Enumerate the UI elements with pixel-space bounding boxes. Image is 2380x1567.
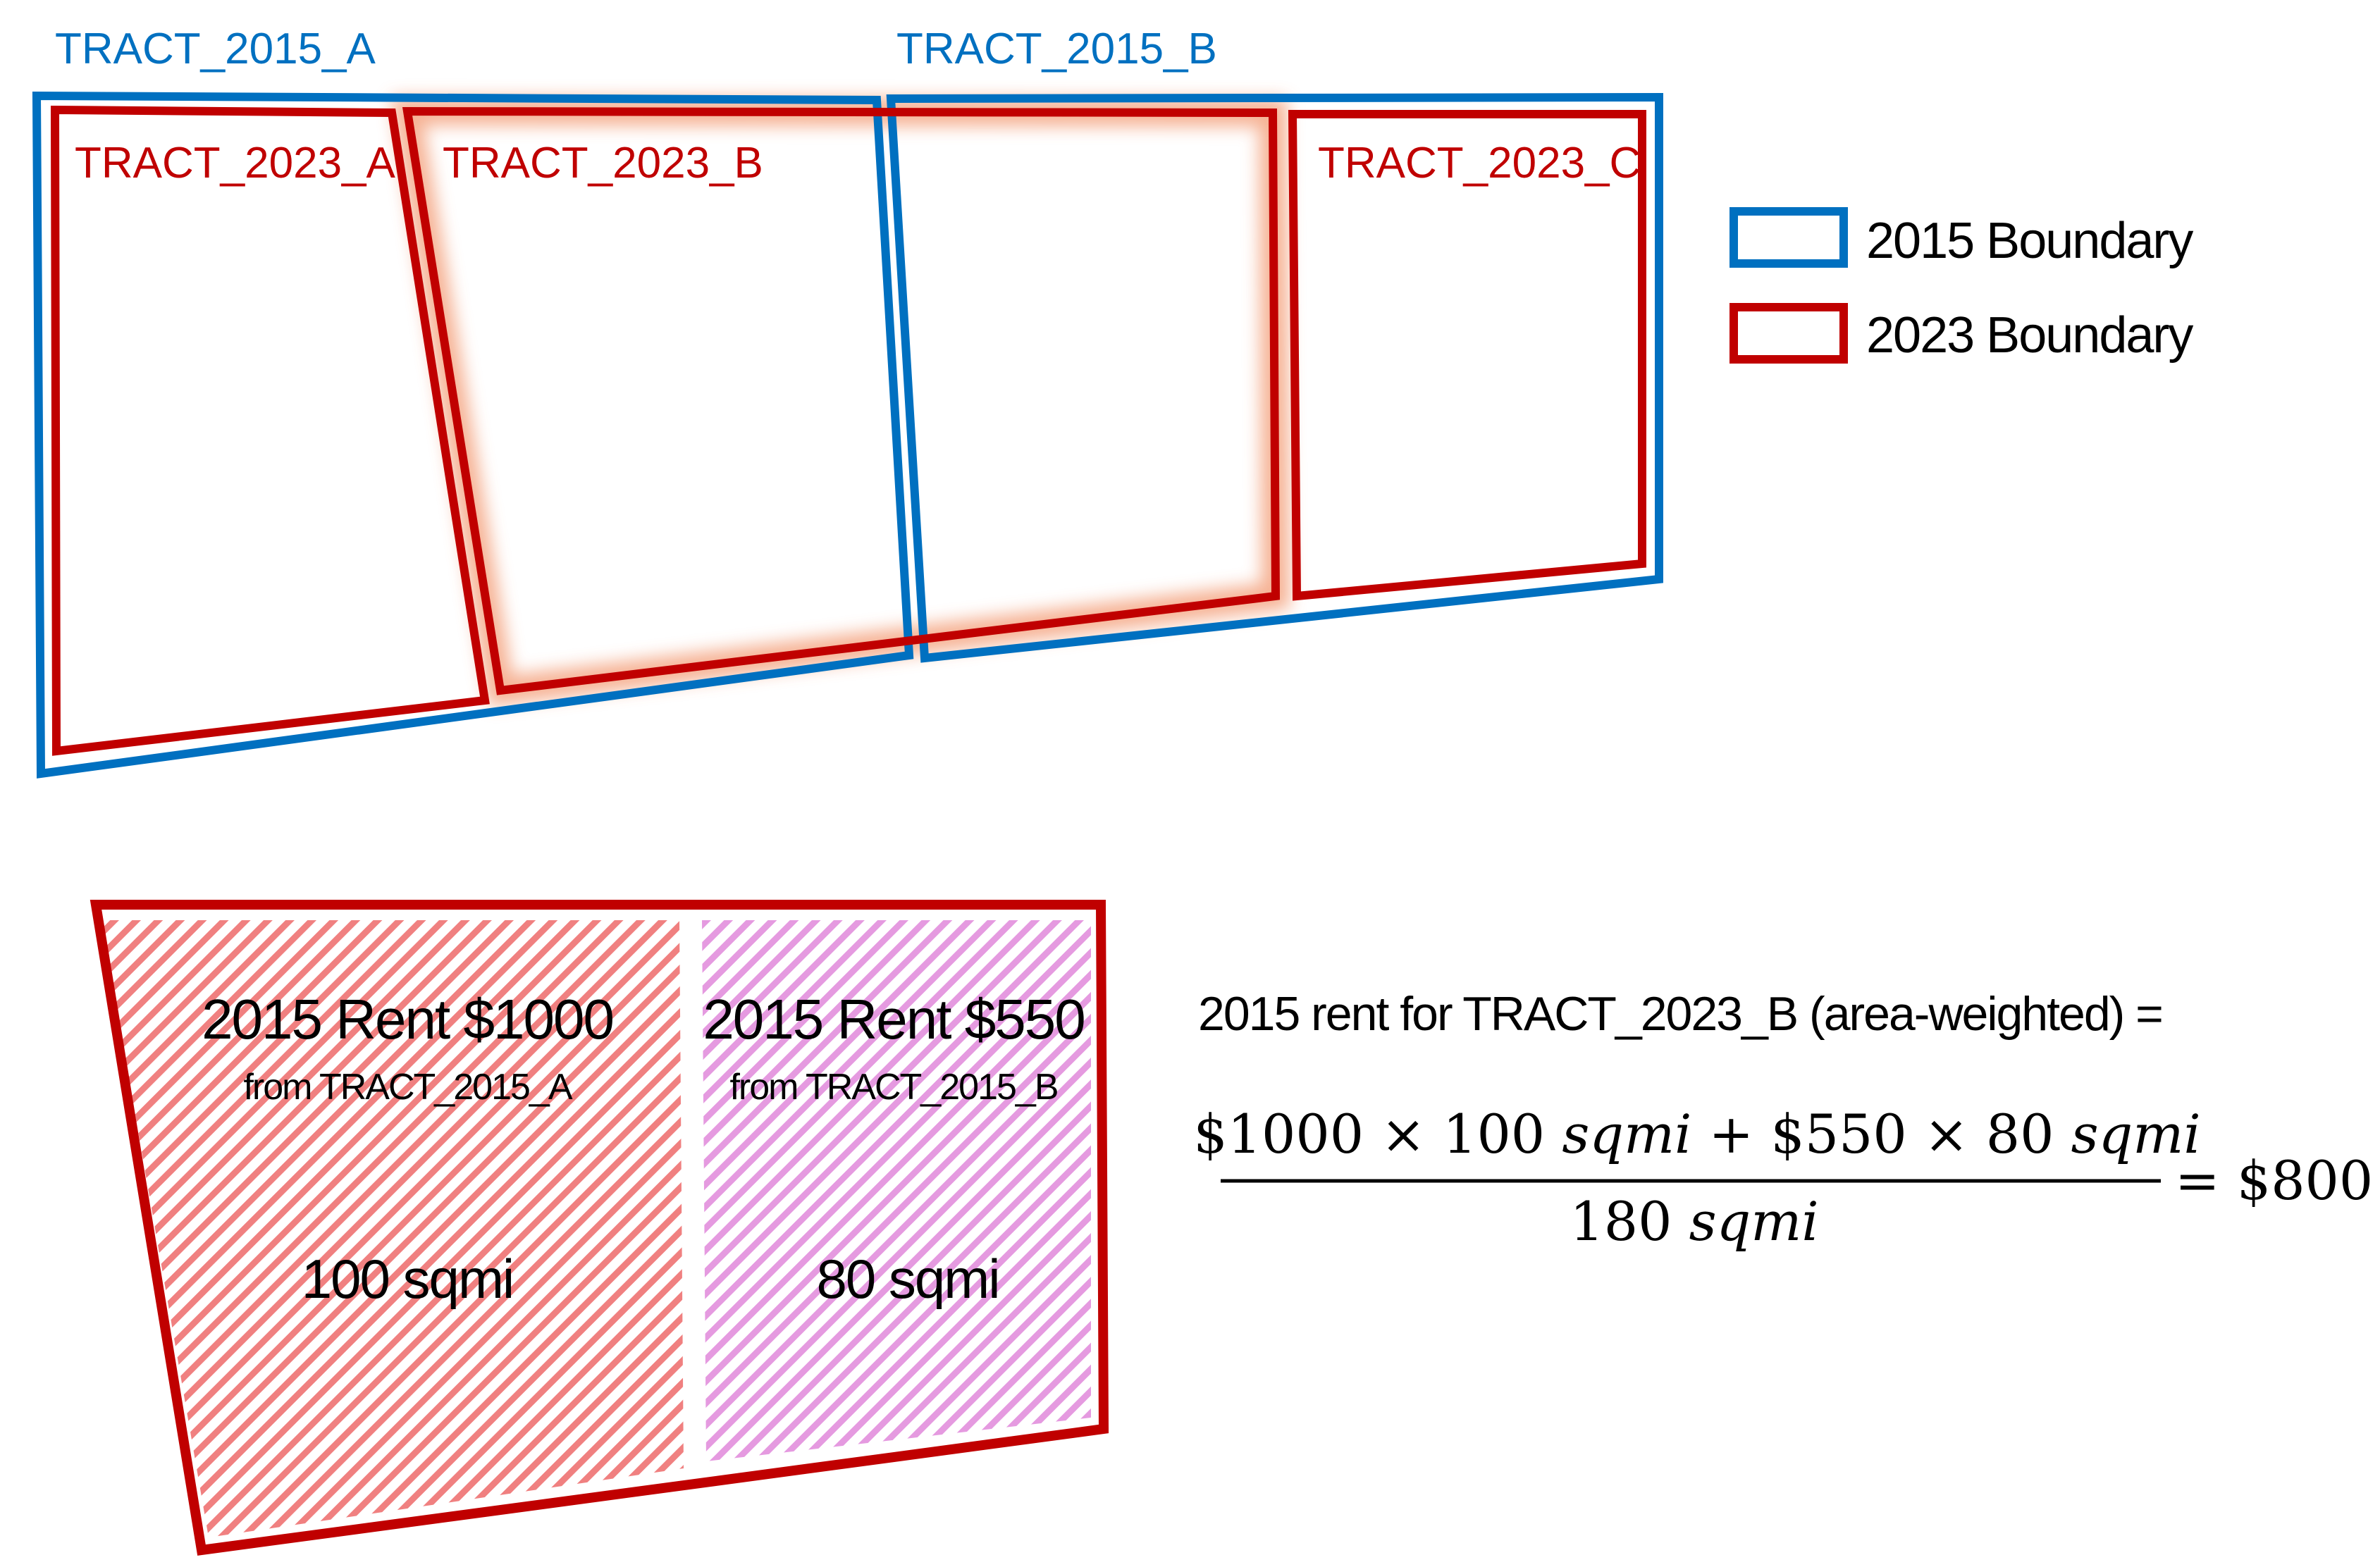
tract-2023-b-boundary [402, 106, 1281, 695]
formula-denominator: 180 sqmi [1570, 1190, 1818, 1253]
formula-numerator: $1000 × 100 sqmi + $550 × 80 sqmi [1193, 1103, 2200, 1165]
tract-2023-b-label: TRACT_2023_B [443, 139, 763, 187]
numerator-plus-term2: + $550 × 80 [1691, 1103, 2071, 1165]
legend-swatch-2023 [1729, 303, 1848, 364]
legend-label-2015: 2015 Boundary [1866, 213, 2193, 269]
tract-2023-b-detail: 2015 Rent $1000 from TRACT_2015_A 100 sq… [90, 900, 1109, 1556]
numerator-unit2: sqmi [2071, 1103, 2201, 1165]
part-b-hatch [702, 920, 1091, 1461]
legend-label-2023: 2023 Boundary [1866, 307, 2193, 364]
tract-2015-a-label: TRACT_2015_A [55, 25, 376, 73]
denominator-value: 180 [1570, 1190, 1689, 1253]
tract-2023-b-highlight-glow [390, 97, 1290, 707]
tract-2023-a-label: TRACT_2023_A [75, 139, 396, 187]
tract-2023-c-boundary [1288, 110, 1646, 601]
formula-heading: 2015 rent for TRACT_2023_B (area-weighte… [1198, 987, 2162, 1041]
tract-2015-b-label: TRACT_2015_B [896, 25, 1217, 73]
legend: 2015 Boundary 2023 Boundary [1729, 207, 2195, 364]
numerator-unit1: sqmi [1562, 1103, 1691, 1165]
part-b-rent: 2015 Rent $550 [703, 988, 1084, 1051]
part-b-source: from TRACT_2015_B [729, 1067, 1057, 1108]
area-weighted-formula: 2015 rent for TRACT_2023_B (area-weighte… [1193, 987, 2373, 1253]
tract-2023-c-label: TRACT_2023_C [1318, 139, 1641, 187]
part-a-rent: 2015 Rent $1000 [202, 988, 613, 1051]
numerator-term1: $1000 × 100 [1193, 1103, 1562, 1165]
part-a-hatch [101, 920, 684, 1537]
formula-result: = $800 [2175, 1149, 2373, 1212]
legend-swatch-2015 [1729, 207, 1848, 268]
tract-2023-b-detail-boundary [90, 900, 1109, 1556]
tract-map: TRACT_2015_A TRACT_2015_B TRACT_2023_A T… [32, 25, 1663, 779]
part-a-source: from TRACT_2015_A [243, 1067, 572, 1108]
tract-2015-a-boundary [32, 91, 914, 779]
tract-2023-a-boundary [50, 105, 490, 756]
tract-2015-b-boundary [886, 92, 1663, 663]
part-a-area: 100 sqmi [302, 1248, 514, 1310]
part-b-area: 80 sqmi [816, 1248, 999, 1310]
denominator-unit: sqmi [1689, 1190, 1819, 1253]
